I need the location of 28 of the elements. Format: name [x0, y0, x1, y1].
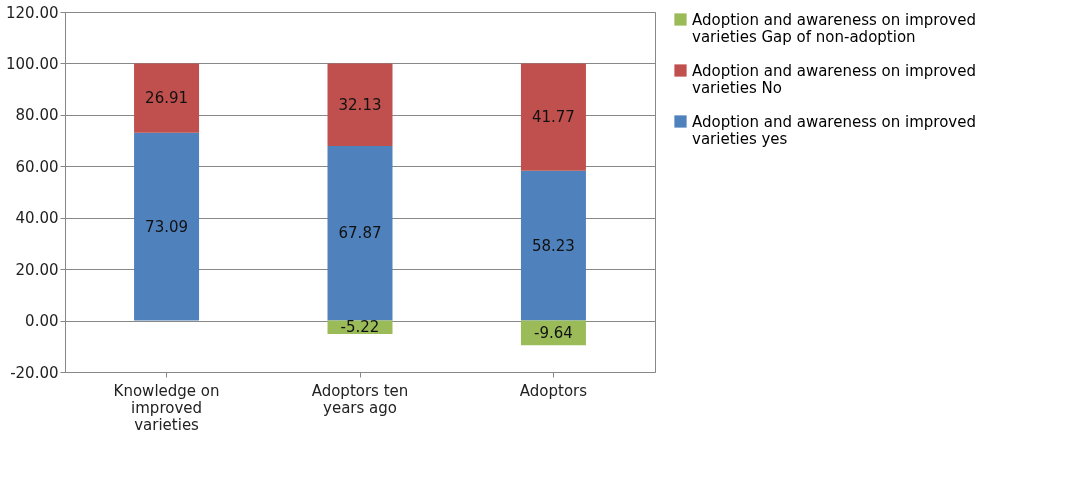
y-tick-label: -20.00	[10, 363, 59, 382]
y-tick-label: 40.00	[15, 209, 59, 228]
x-tick-label: Knowledge on improved varieties	[113, 381, 220, 434]
bar	[520, 63, 586, 171]
data-label: 41.77	[531, 108, 575, 127]
data-label: 67.87	[338, 224, 382, 243]
bar	[327, 63, 393, 147]
bar	[520, 170, 586, 321]
legend-label: Adoption and awareness on improved varieties No	[692, 61, 976, 97]
data-label: 32.13	[338, 95, 382, 114]
data-label: -5.22	[340, 318, 380, 337]
data-label: 73.09	[145, 217, 189, 236]
legend-label: Adoption and awareness on improved varieties yes	[692, 112, 976, 148]
y-tick-label: 80.00	[15, 106, 59, 125]
x-tick-label: Adoptors ten years ago	[311, 381, 409, 417]
x-tick-label: Adoptors	[519, 381, 588, 400]
data-label: 26.91	[145, 89, 189, 108]
data-label: 58.23	[531, 236, 575, 255]
legend-label: Adoption and awareness on improved varieties Gap of non-adoption	[692, 10, 976, 46]
bar	[134, 132, 200, 321]
y-tick-label: 100.00	[6, 54, 59, 73]
bar	[134, 63, 200, 133]
bar	[327, 146, 393, 321]
data-label: -9.64	[534, 323, 573, 342]
y-tick-label: 60.00	[15, 157, 59, 176]
y-tick-label: 120.00	[6, 3, 59, 22]
y-tick-label: 20.00	[15, 260, 59, 279]
y-tick-label: 0.00	[25, 312, 59, 331]
